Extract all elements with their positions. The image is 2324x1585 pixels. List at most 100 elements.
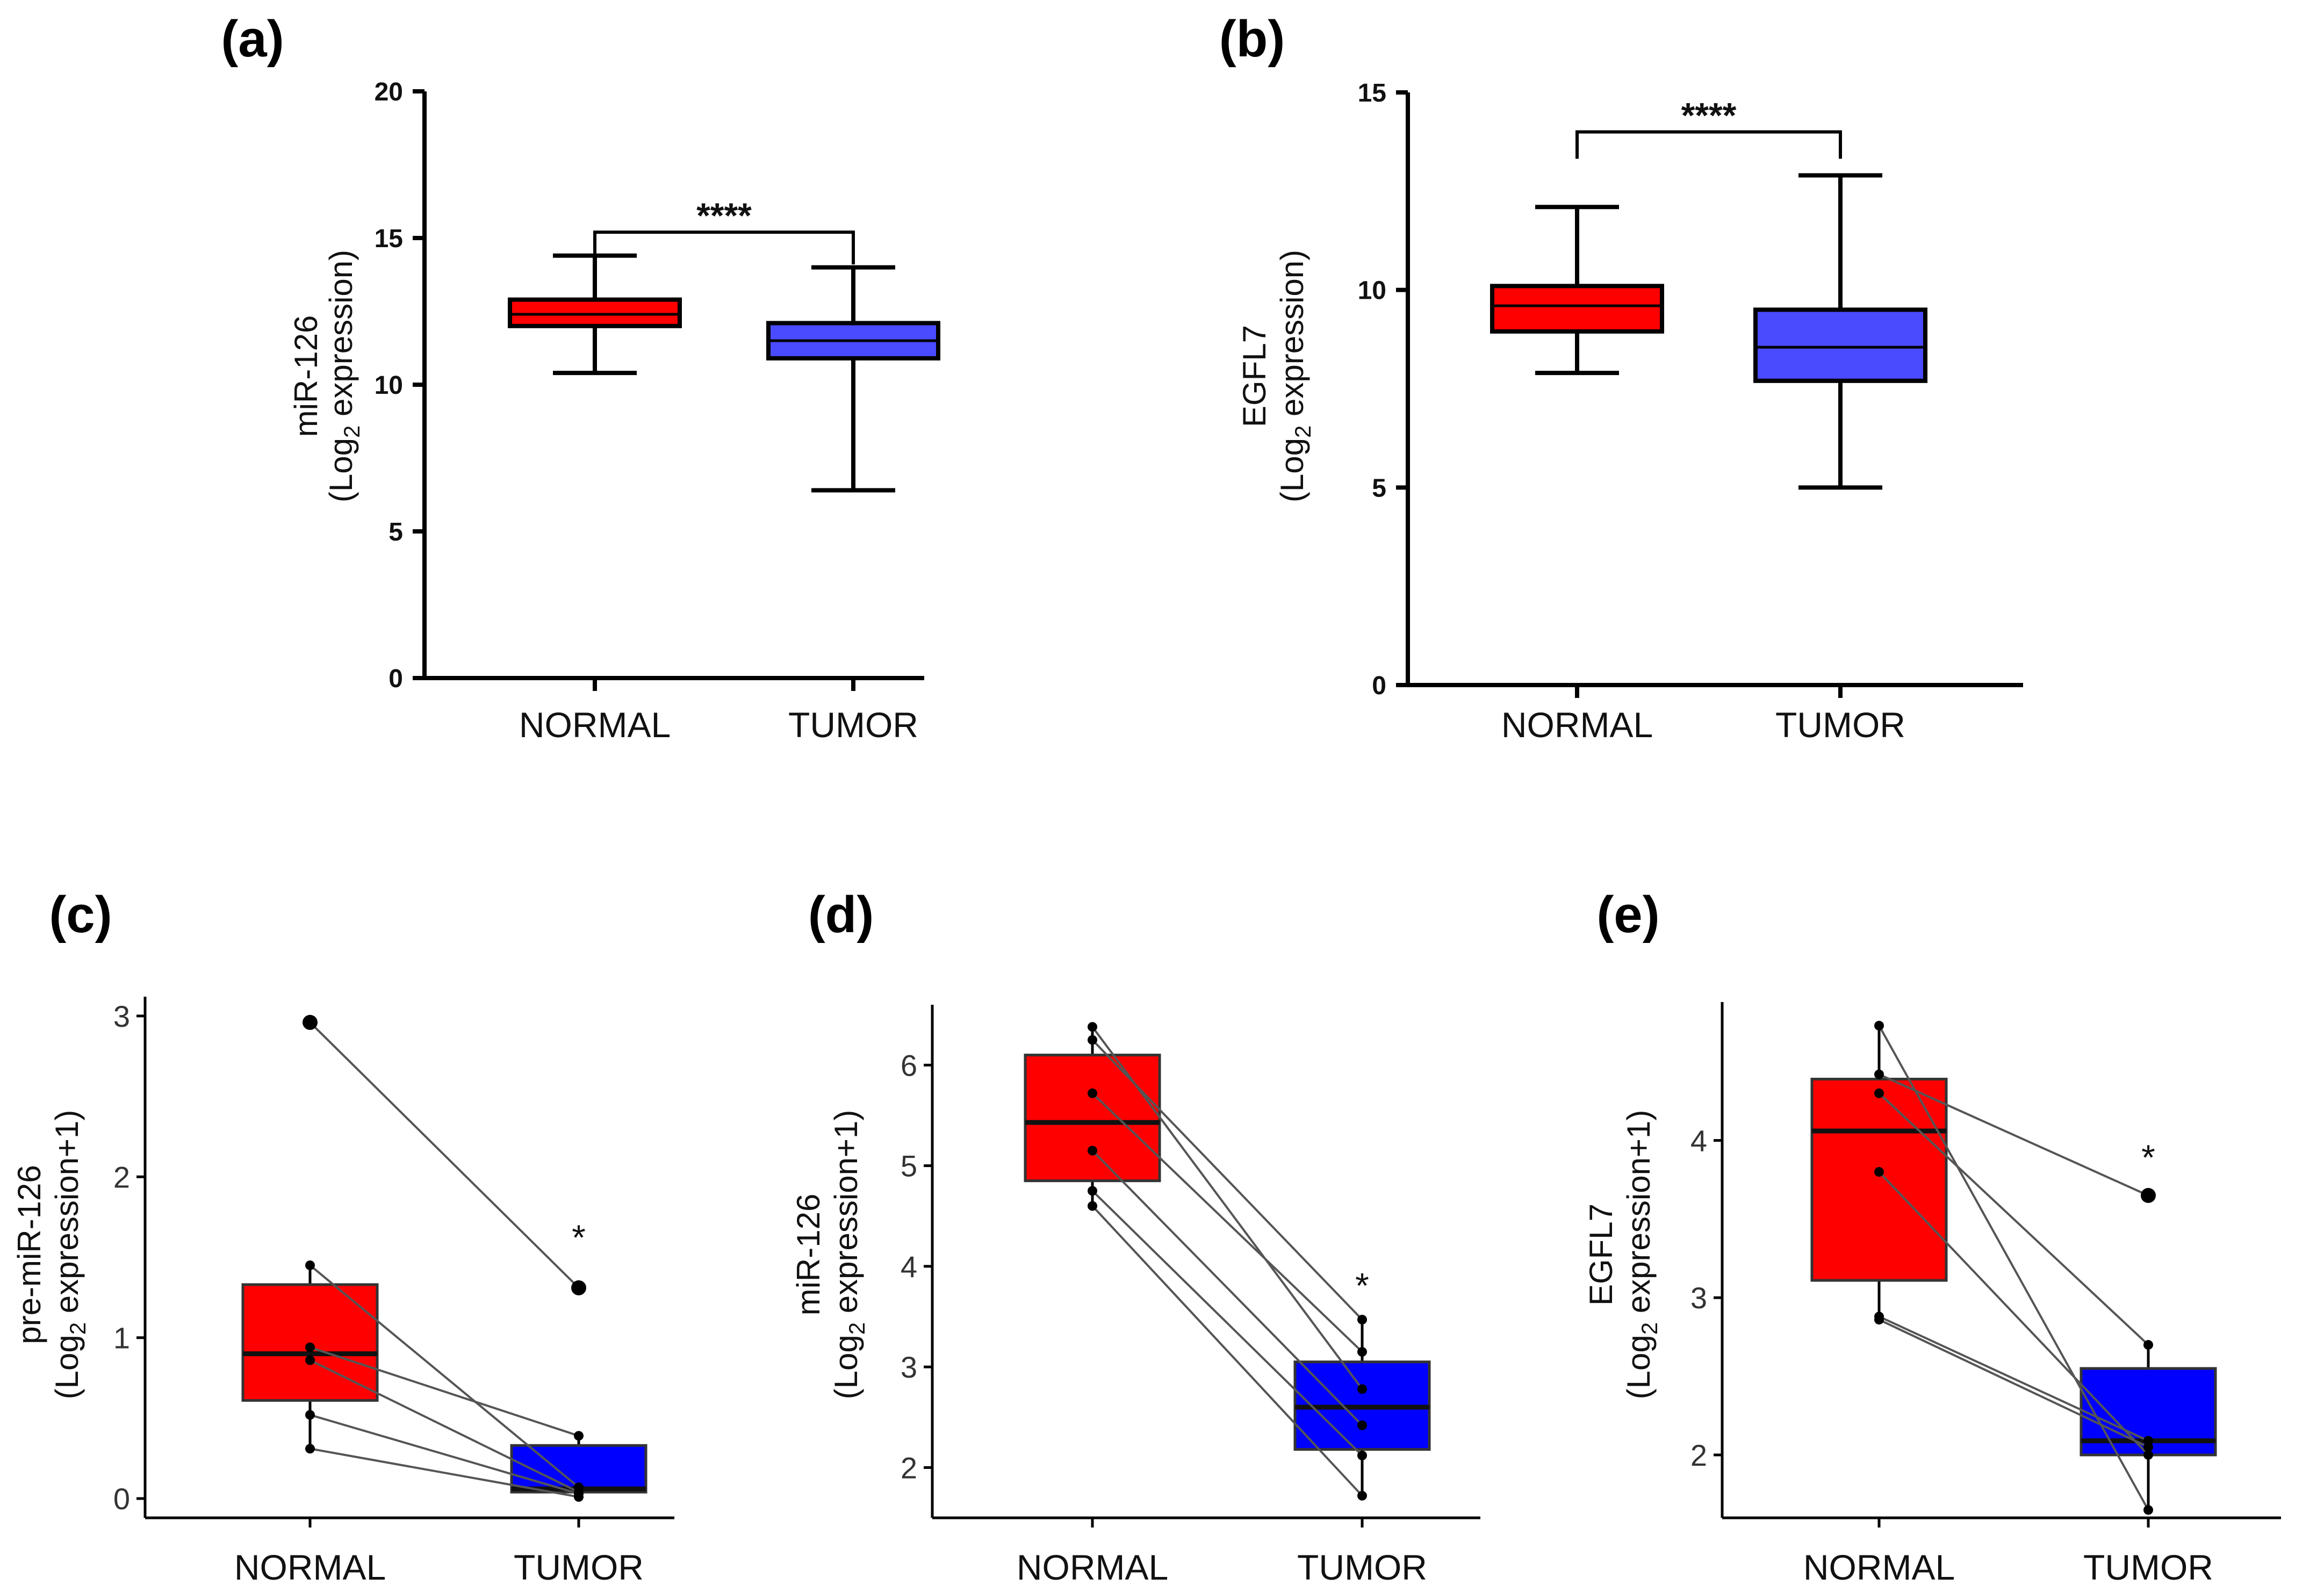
y-tick-label: 15 (375, 225, 403, 253)
x-tick-label-normal: NORMAL (1017, 1547, 1168, 1585)
data-point-tumor (1357, 1420, 1367, 1430)
box-normal (508, 297, 682, 328)
y-axis-subtitle-prefix: (Log (1274, 438, 1310, 502)
x-tick-label-normal: NORMAL (1501, 705, 1653, 745)
y-axis-subtitle: (Log2 expression) (323, 250, 364, 502)
box-normal (1810, 1077, 1948, 1282)
y-tick-label: 3 (901, 1350, 917, 1384)
paired-line (309, 1021, 580, 1289)
y-axis-subtitle-subscript: 2 (65, 1322, 90, 1335)
data-point-normal (1088, 1022, 1097, 1032)
y-axis-subtitle-subscript: 2 (1290, 426, 1315, 438)
y-axis-subtitle-subscript: 2 (339, 426, 364, 438)
outlier-point (303, 1014, 318, 1030)
data-point-normal (1874, 1315, 1884, 1325)
significance-label: * (572, 1217, 586, 1257)
y-axis-subtitle-subscript: 2 (844, 1322, 869, 1335)
panel-a: (a) 0 5 10 15 20 NORMAL TUMOR miR-126(Log2 expre… (221, 10, 940, 745)
y-tick-label: 2 (901, 1451, 917, 1485)
y-axis-subtitle: (Log2 expression+1) (828, 1110, 869, 1400)
y-tick-label: 20 (375, 78, 403, 106)
data-point-tumor (1357, 1315, 1367, 1325)
data-point-normal (305, 1342, 315, 1352)
y-axis-subtitle-suffix: expression+1) (828, 1110, 864, 1322)
y-tick-label: 15 (1358, 79, 1386, 107)
y-tick-label: 5 (388, 518, 403, 546)
y-axis-subtitle-subscript: 2 (1637, 1322, 1662, 1335)
y-axis-subtitle-prefix: (Log (49, 1335, 85, 1399)
y-tick-label: 4 (901, 1250, 917, 1284)
paired-line (1879, 1073, 2149, 1197)
data-point-tumor (2143, 1450, 2153, 1460)
data-point-normal (305, 1444, 315, 1454)
data-point-tumor (1357, 1450, 1367, 1460)
y-axis-subtitle-prefix: (Log (1621, 1335, 1657, 1399)
y-tick-label: 5 (901, 1149, 917, 1183)
paired-line (1091, 1190, 1363, 1457)
data-point-normal (305, 1260, 315, 1270)
outlier-point (571, 1280, 586, 1295)
paired-line (1878, 1171, 2149, 1456)
box-normal (1490, 284, 1664, 334)
y-tick-label: 0 (113, 1482, 130, 1516)
paired-line (1091, 1092, 1363, 1353)
box-tumor (1753, 307, 1927, 383)
data-point-tumor (1357, 1347, 1367, 1357)
data-point-tumor (1357, 1384, 1367, 1394)
data-point-tumor (2143, 1340, 2153, 1350)
paired-line (1091, 1205, 1363, 1497)
data-point-tumor (2143, 1442, 2153, 1452)
y-tick-label: 4 (1690, 1124, 1707, 1158)
data-point-normal (1088, 1186, 1097, 1196)
y-tick-label: 10 (1358, 277, 1386, 305)
y-tick-label: 1 (113, 1321, 130, 1355)
y-axis-subtitle-suffix: expression+1) (49, 1110, 85, 1322)
y-axis-title: miR-126 (288, 315, 324, 437)
significance-label: * (2141, 1137, 2155, 1177)
y-tick-label: 10 (375, 371, 403, 400)
panel-b: (b) 0 5 10 15 NORMAL TUMOR EGFL7(Log2 expressio… (1219, 10, 2023, 745)
significance-label: **** (696, 196, 752, 235)
data-point-normal (1088, 1035, 1097, 1045)
paired-line (1879, 1315, 2149, 1442)
data-point-tumor (1357, 1490, 1367, 1501)
y-tick-label: 3 (1690, 1281, 1707, 1315)
data-point-normal (1874, 1167, 1884, 1177)
significance-label: * (1355, 1266, 1369, 1306)
y-tick-label: 2 (1690, 1438, 1707, 1472)
paired-line (310, 1447, 579, 1498)
data-point-tumor (574, 1492, 584, 1502)
x-tick-label-tumor: TUMOR (788, 705, 918, 745)
data-point-normal (1874, 1069, 1884, 1079)
y-tick-label: 3 (113, 999, 130, 1033)
y-axis-subtitle: (Log2 expression+1) (49, 1110, 90, 1400)
paired-line (1878, 1025, 2149, 1511)
y-axis-title: EGFL7 (1583, 1204, 1619, 1306)
panel-label-e: (e) (1596, 886, 1659, 943)
significance-bracket (1575, 130, 1842, 159)
data-point-tumor (2143, 1505, 2153, 1515)
y-tick-label: 5 (1372, 474, 1386, 502)
paired-line (310, 1414, 579, 1495)
paired-line (1878, 1092, 2149, 1346)
y-axis-subtitle-suffix: expression) (1274, 250, 1310, 426)
y-tick-label: 2 (113, 1160, 130, 1194)
panel-label-c: (c) (49, 886, 112, 943)
y-axis-subtitle: (Log2 expression+1) (1621, 1110, 1662, 1400)
data-point-normal (1874, 1088, 1884, 1098)
box-normal (1024, 1054, 1161, 1183)
panel-label-b: (b) (1219, 10, 1285, 68)
paired-line (309, 1264, 580, 1488)
data-point-normal (1088, 1088, 1097, 1098)
y-axis-subtitle: (Log2 expression) (1274, 250, 1315, 502)
data-point-normal (1088, 1201, 1097, 1211)
x-tick-label-tumor: TUMOR (2083, 1547, 2213, 1585)
x-tick-label-normal: NORMAL (1803, 1547, 1955, 1585)
paired-line (1091, 1150, 1363, 1426)
data-point-tumor (574, 1431, 584, 1441)
data-point-normal (1088, 1145, 1097, 1156)
panel-e: (e) 2 3 4 NORMAL TUMOR EGFL7(Log2 expression+1… (1583, 886, 2281, 1585)
